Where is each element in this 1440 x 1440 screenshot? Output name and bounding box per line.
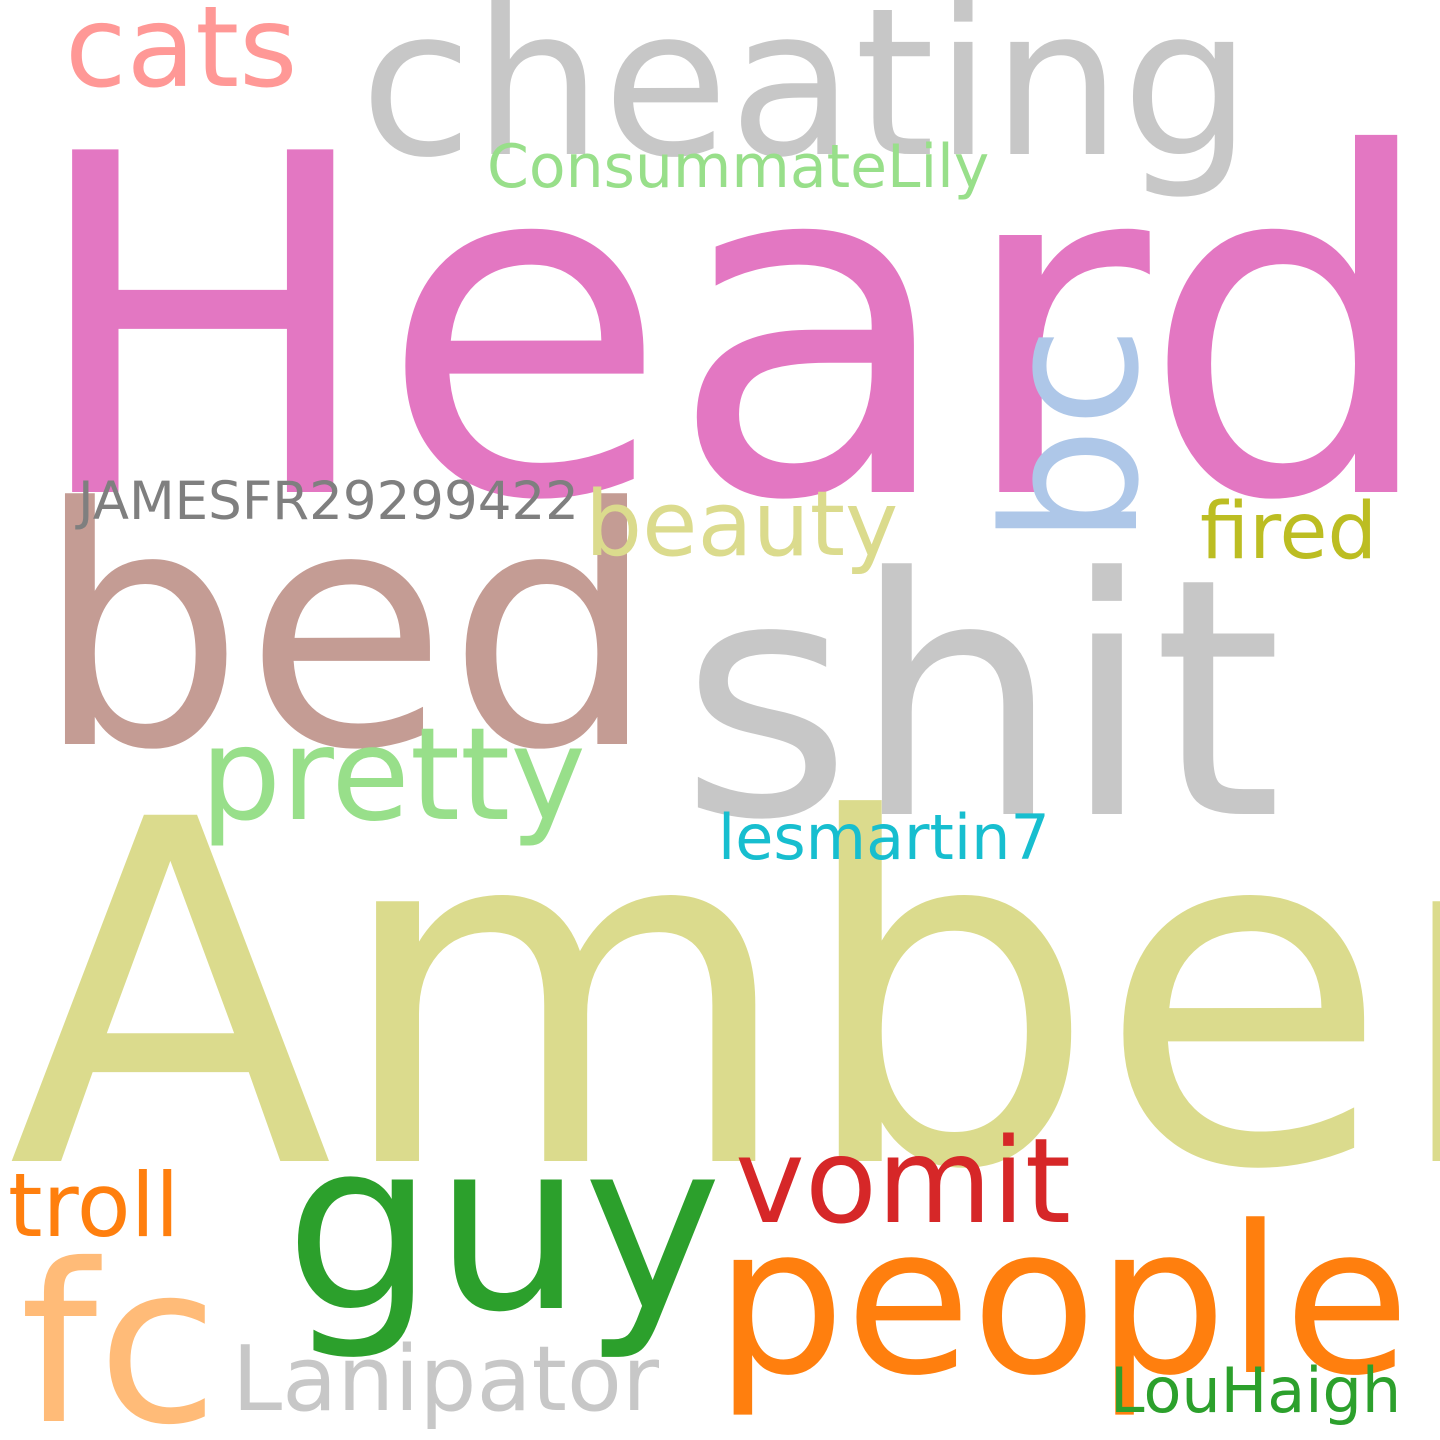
word-louhaigh: LouHaigh <box>1110 1354 1402 1427</box>
word-fc: fc <box>20 1217 219 1440</box>
word-troll: troll <box>8 1154 180 1257</box>
word-lesmartin7: lesmartin7 <box>718 801 1050 874</box>
word-consummatelily: ConsummateLily <box>487 132 990 202</box>
word-pretty: pretty <box>200 701 586 850</box>
word-people: people <box>715 1183 1410 1421</box>
word-vomit: vomit <box>735 1112 1072 1250</box>
word-shit: shit <box>680 508 1283 892</box>
word-cheating: cheating <box>360 0 1252 203</box>
word-amber: Amber <box>8 721 1440 1274</box>
word-jamesfr29299422: JAMESFR29299422 <box>78 471 579 532</box>
word-beauty: beauty <box>585 472 899 577</box>
word-lanipator: Lanipator <box>232 1327 659 1432</box>
word-bed: bed <box>35 438 657 822</box>
word-cats: cats <box>65 0 298 113</box>
word-guy: guy <box>285 1091 723 1364</box>
word-fired: fired <box>1200 487 1377 577</box>
word-heard: Heard <box>26 56 1440 603</box>
word-bc: bc <box>964 325 1180 545</box>
